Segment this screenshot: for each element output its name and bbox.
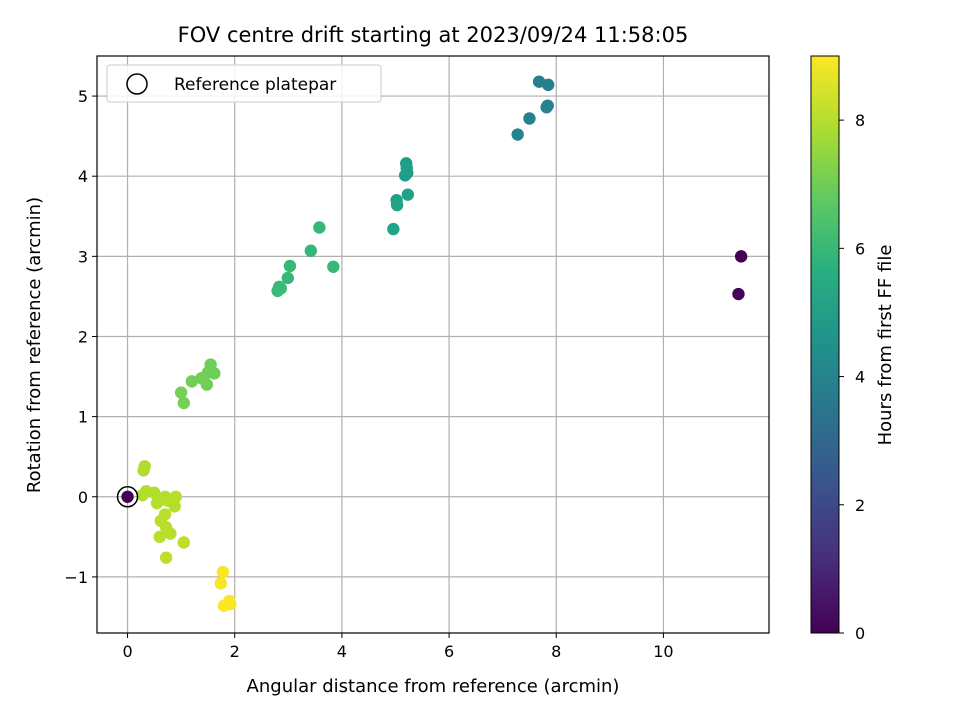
y-tick-label: 2	[78, 327, 88, 346]
data-point	[150, 496, 164, 510]
colorbar-tick-label: 2	[855, 496, 865, 515]
colorbar: 0 2 4 6 8 Hours from first FF file	[810, 55, 896, 643]
plot-frame	[96, 55, 770, 634]
colorbar-tick-label: 8	[855, 111, 865, 130]
data-point	[208, 367, 221, 380]
data-point	[327, 260, 340, 273]
data-point	[511, 128, 524, 141]
y-tick-label: 5	[78, 87, 88, 106]
data-point	[523, 112, 536, 125]
x-tick-label: 4	[337, 642, 347, 661]
y-axis-label: Rotation from reference (arcmin)	[24, 197, 45, 493]
x-axis-label: Angular distance from reference (arcmin)	[247, 676, 620, 697]
data-point	[214, 577, 227, 590]
colorbar-ticks: 0 2 4 6 8	[839, 111, 865, 643]
data-point	[304, 244, 318, 257]
reference-marker-group	[116, 486, 139, 508]
colorbar-tick-label: 6	[855, 239, 865, 258]
y-axis-ticks: −1 0 1 2 3 4 5	[64, 87, 97, 587]
x-tick-label: 6	[444, 642, 454, 661]
data-point	[137, 464, 150, 477]
data-point	[148, 486, 161, 499]
data-point	[732, 287, 745, 301]
data-point	[153, 530, 166, 544]
data-point	[177, 396, 191, 410]
reference-platepar-marker	[116, 486, 139, 508]
data-points	[121, 75, 748, 612]
data-point	[281, 271, 294, 285]
grid-lines	[97, 56, 769, 633]
data-point	[121, 490, 134, 503]
x-tick-label: 0	[122, 642, 132, 661]
data-point	[164, 527, 177, 540]
data-point	[217, 599, 231, 612]
data-point	[390, 198, 404, 212]
y-tick-label: 4	[78, 167, 88, 186]
data-point	[541, 99, 554, 112]
data-point	[174, 386, 188, 399]
data-point	[401, 166, 414, 180]
data-point	[387, 222, 400, 236]
y-tick-label: 3	[78, 247, 88, 266]
y-tick-label: −1	[64, 568, 88, 587]
colorbar-tick-label: 0	[855, 624, 865, 643]
data-point	[216, 565, 230, 579]
data-point	[274, 282, 288, 295]
legend-reference-marker	[126, 73, 148, 95]
y-tick-label: 0	[78, 488, 88, 507]
data-point	[200, 378, 214, 391]
data-point	[313, 221, 326, 234]
legend-box	[106, 64, 382, 103]
data-point	[177, 536, 191, 549]
data-point	[159, 551, 173, 564]
data-point	[283, 259, 297, 273]
data-point	[401, 188, 415, 201]
y-tick-label: 1	[78, 408, 88, 427]
colorbar-gradient	[810, 55, 840, 634]
chart-title: FOV centre drift starting at 2023/09/24 …	[178, 23, 689, 47]
legend: Reference platepar	[106, 64, 382, 103]
legend-entry-label: Reference platepar	[174, 75, 336, 95]
data-point	[136, 488, 149, 502]
x-axis-ticks: 0 2 4 6 8 10	[122, 633, 674, 661]
x-tick-label: 2	[230, 642, 240, 661]
x-tick-label: 10	[653, 642, 673, 661]
colorbar-label: Hours from first FF file	[875, 245, 896, 446]
data-point	[542, 78, 555, 92]
data-point	[168, 500, 181, 513]
data-point	[734, 250, 748, 263]
x-tick-label: 8	[551, 642, 561, 661]
colorbar-tick-label: 4	[855, 368, 865, 387]
data-point	[185, 375, 199, 388]
